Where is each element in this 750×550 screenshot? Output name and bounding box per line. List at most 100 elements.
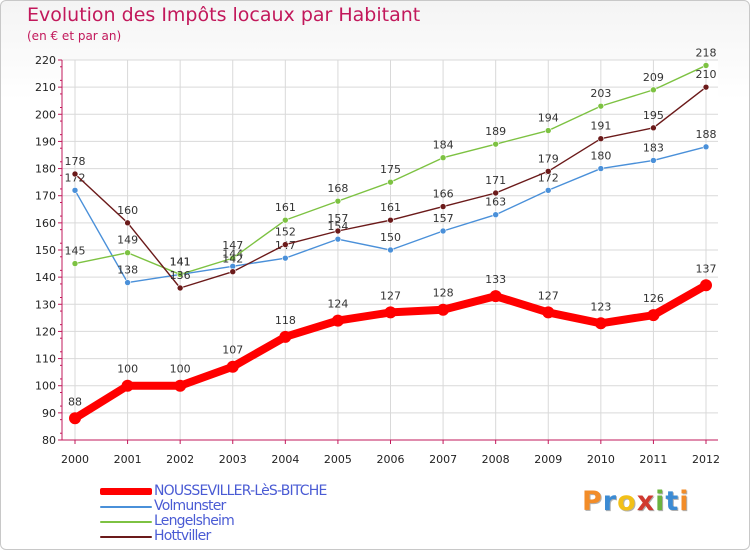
- data-label: 180: [590, 150, 611, 163]
- data-label: 184: [433, 139, 454, 152]
- data-point: [489, 290, 502, 303]
- y-tick-label: 110: [35, 353, 56, 366]
- data-point: [544, 186, 552, 194]
- x-tick-label: 2007: [429, 453, 457, 466]
- data-label: 171: [485, 174, 506, 187]
- data-label: 128: [433, 287, 454, 300]
- legend-swatch: [100, 488, 152, 495]
- data-label: 172: [65, 171, 86, 184]
- data-point: [384, 306, 397, 319]
- data-point: [387, 246, 394, 254]
- data-point: [650, 86, 657, 94]
- data-point: [542, 306, 555, 319]
- data-point: [124, 279, 131, 286]
- data-label: 178: [65, 155, 86, 168]
- legend-swatch: [100, 521, 152, 523]
- logo-letter: x: [636, 486, 656, 517]
- data-label: 133: [485, 273, 506, 286]
- data-label: 141: [170, 255, 191, 268]
- data-label: 144: [222, 247, 243, 260]
- x-tick-label: 2008: [482, 453, 510, 466]
- y-tick-label: 130: [35, 298, 56, 311]
- logo-letter: i: [655, 486, 666, 517]
- x-tick-label: 2005: [324, 453, 352, 466]
- y-tick-label: 80: [42, 434, 56, 447]
- x-tick-label: 2000: [61, 453, 89, 466]
- data-label: 166: [433, 188, 454, 201]
- data-label: 137: [696, 262, 717, 275]
- data-label: 209: [643, 71, 664, 84]
- data-point: [279, 330, 292, 343]
- data-point: [439, 227, 447, 235]
- data-label: 157: [433, 212, 454, 225]
- legend-label: Hottviller: [154, 528, 211, 544]
- logo-letter: o: [617, 486, 637, 517]
- data-label: 150: [380, 231, 401, 244]
- y-tick-label: 150: [35, 244, 56, 257]
- x-tick-label: 2006: [377, 453, 405, 466]
- data-point: [387, 216, 394, 224]
- x-tick-label: 2010: [587, 453, 615, 466]
- x-tick-label: 2011: [639, 453, 667, 466]
- y-tick-label: 120: [35, 325, 56, 338]
- data-point: [226, 360, 239, 373]
- y-tick-label: 160: [35, 217, 56, 230]
- data-point: [229, 254, 237, 262]
- data-point: [702, 62, 710, 69]
- x-tick-label: 2001: [114, 453, 142, 466]
- data-label: 195: [643, 109, 664, 122]
- data-point: [647, 309, 660, 322]
- logo-letter: i: [679, 486, 690, 517]
- data-point: [437, 303, 450, 316]
- data-point: [124, 249, 131, 257]
- y-tick-label: 210: [35, 81, 56, 94]
- x-tick-label: 2003: [219, 453, 247, 466]
- data-point: [176, 284, 184, 292]
- data-point: [71, 260, 79, 267]
- x-tick-label: 2004: [271, 453, 299, 466]
- y-tick-label: 190: [35, 135, 56, 148]
- data-label: 163: [485, 196, 506, 209]
- data-label: 179: [538, 152, 559, 165]
- legend-swatch: [100, 506, 152, 508]
- data-point: [700, 279, 712, 292]
- data-point: [334, 227, 342, 235]
- y-tick-label: 90: [42, 407, 56, 420]
- data-label: 107: [222, 344, 243, 357]
- legend-label: Lengelsheim: [154, 513, 235, 529]
- y-tick-label: 100: [35, 380, 56, 393]
- legend-swatch: [100, 536, 152, 538]
- data-point: [282, 241, 289, 248]
- data-label: 168: [327, 182, 348, 195]
- data-label: 191: [590, 120, 611, 133]
- data-point: [597, 102, 605, 110]
- logo-letter: t: [665, 486, 680, 517]
- logo-letter: r: [602, 486, 618, 517]
- y-tick-label: 170: [35, 190, 56, 203]
- legend-label: Volmunster: [154, 498, 226, 514]
- data-point: [229, 268, 237, 276]
- data-label: 183: [643, 141, 664, 154]
- y-tick-label: 140: [35, 271, 56, 284]
- y-tick-label: 200: [35, 108, 56, 121]
- data-label: 161: [275, 201, 296, 214]
- data-point: [334, 197, 342, 205]
- data-point: [121, 379, 134, 392]
- data-label: 127: [538, 289, 559, 302]
- data-label: 194: [538, 112, 559, 125]
- data-label: 123: [590, 300, 611, 313]
- data-point: [387, 178, 394, 186]
- data-label: 124: [327, 298, 348, 311]
- data-point: [69, 412, 81, 425]
- data-point: [594, 317, 607, 330]
- y-tick-label: 220: [35, 54, 56, 67]
- data-point: [176, 271, 184, 278]
- data-label: 175: [380, 163, 401, 176]
- data-label: 141: [170, 255, 191, 268]
- data-label: 145: [65, 245, 86, 258]
- data-label: 203: [590, 87, 611, 100]
- data-point: [282, 216, 289, 224]
- data-label: 210: [696, 68, 717, 81]
- data-label: 88: [68, 395, 82, 408]
- data-label: 218: [696, 46, 717, 59]
